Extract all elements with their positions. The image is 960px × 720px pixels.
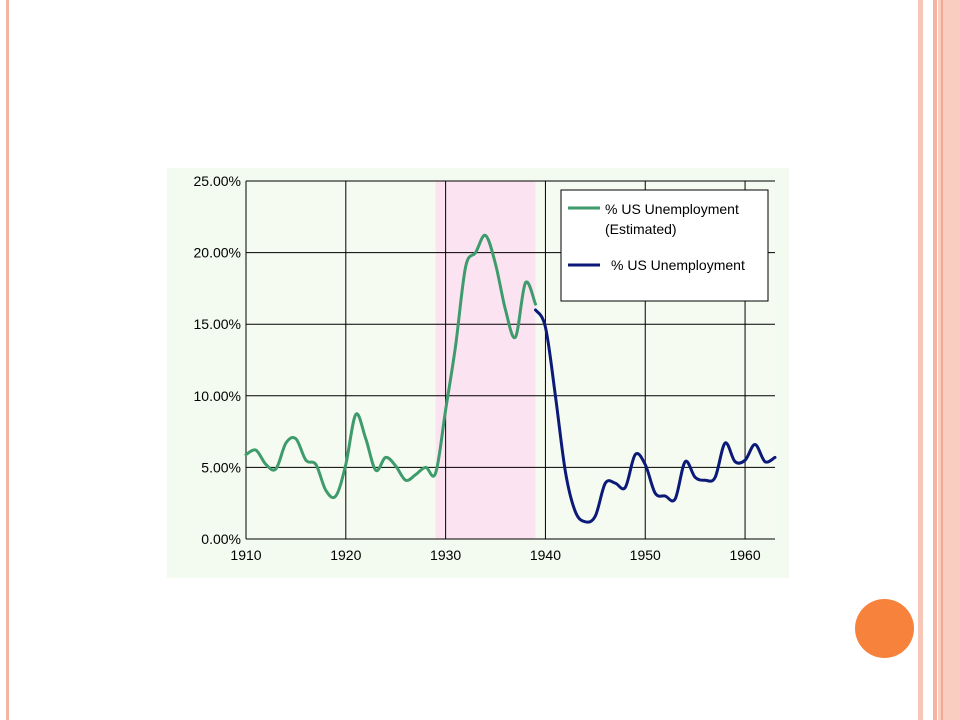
y-tick-label: 15.00%	[194, 316, 241, 332]
decorative-band	[924, 0, 933, 720]
y-tick-label: 20.00%	[194, 245, 241, 261]
legend: % US Unemployment (Estimated) % US Unemplo…	[560, 189, 769, 302]
series-line-official	[534, 308, 777, 524]
chart-container: 0.00% 5.00% 10.00% 15.00% 20.00% 25.00% 1910 19…	[167, 168, 789, 578]
decorative-band	[933, 0, 937, 720]
decorative-band	[941, 0, 943, 720]
x-tick-label: 1930	[430, 547, 461, 563]
legend-label-official: % US Unemployment	[611, 257, 745, 273]
slide-left-border	[0, 0, 9, 720]
y-tick-label: 5.00%	[201, 459, 241, 475]
x-tick-label: 1940	[530, 547, 561, 563]
y-tick-label: 0.00%	[201, 531, 241, 547]
x-tick-label: 1960	[729, 547, 760, 563]
x-tick-label: 1910	[230, 547, 261, 563]
decorative-band	[918, 0, 923, 720]
x-tick-label: 1920	[330, 547, 361, 563]
y-tick-label: 10.00%	[194, 388, 241, 404]
legend-label-estimated: % US Unemployment	[605, 201, 739, 217]
series-line-estimated	[244, 233, 537, 500]
x-tick-label: 1950	[630, 547, 661, 563]
decorative-band	[938, 0, 960, 720]
unemployment-chart: 0.00% 5.00% 10.00% 15.00% 20.00% 25.00% 1910 19…	[167, 168, 789, 578]
y-tick-label: 25.00%	[194, 173, 241, 189]
legend-label-estimated: (Estimated)	[605, 221, 677, 237]
accent-circle	[855, 599, 914, 658]
